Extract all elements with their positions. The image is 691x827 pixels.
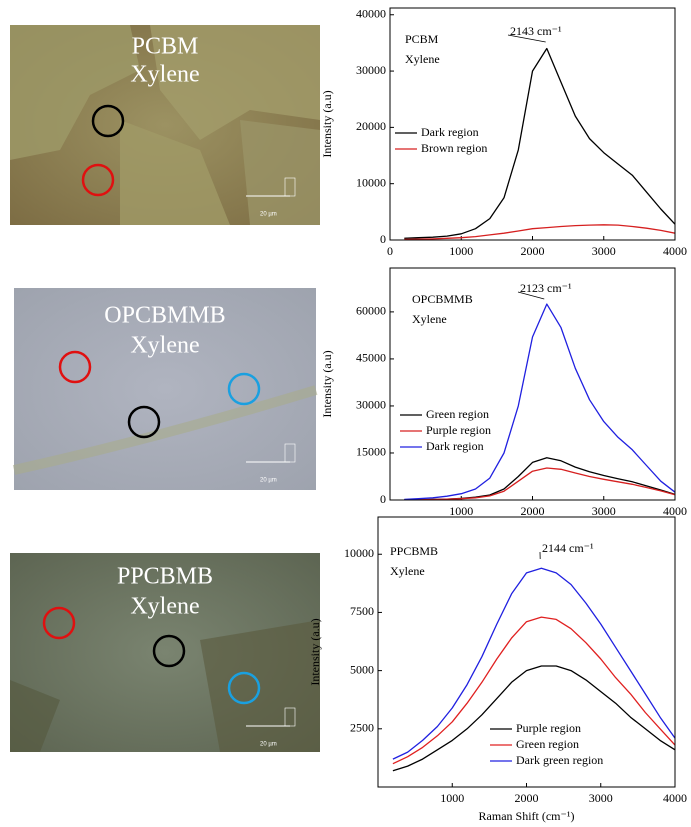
y-tick-label: 10000 — [344, 546, 374, 560]
y-axis-label: Intensity (a.u) — [308, 618, 322, 685]
y-tick-label: 7500 — [350, 604, 374, 618]
y-tick-label: 30000 — [356, 63, 386, 77]
chart-title: PCBM — [405, 32, 439, 46]
image-title: PCBM — [132, 34, 199, 60]
image-title: OPCBMMB — [104, 303, 225, 329]
x-tick-label: 1000 — [449, 504, 473, 518]
micrograph-3: 20 µm PPCBMB Xylene — [10, 553, 320, 752]
line-series — [404, 224, 676, 241]
micrograph-1: 20 µm PCBM Xylene — [10, 25, 320, 225]
chart-title: Xylene — [405, 52, 440, 66]
annotation-arrow — [517, 291, 545, 300]
plot-frame — [389, 7, 676, 241]
x-tick-label: 3000 — [589, 791, 613, 805]
x-tick-label: 4000 — [663, 244, 687, 258]
image-title: Xylene — [130, 333, 199, 359]
y-tick-label: 60000 — [356, 304, 386, 318]
x-tick-label: 4000 — [663, 791, 687, 805]
image-title: PPCBMB — [117, 564, 213, 590]
y-tick-label: 5000 — [350, 662, 374, 676]
image-title: Xylene — [130, 62, 199, 88]
y-tick-label: 0 — [380, 492, 386, 506]
y-tick-label: 2500 — [350, 721, 374, 735]
legend-label: Green region — [516, 737, 579, 751]
y-tick-label: 20000 — [356, 119, 386, 133]
legend-label: Green region — [426, 407, 489, 421]
line-series — [404, 303, 676, 501]
chart: 2500 5000 7500 10000 1000 2000 3000 4000 Purple … — [308, 516, 687, 823]
legend-label: Dark green region — [516, 753, 603, 767]
legend-label: Dark region — [421, 125, 479, 139]
image-title: Xylene — [130, 594, 199, 620]
chart-title: OPCBMMB — [412, 292, 473, 306]
scale-bar-label: 20 µm — [260, 478, 277, 484]
y-axis-label: Intensity (a.u) — [320, 90, 334, 157]
chart-title: PPCBMB — [390, 544, 438, 558]
chart-title: Xylene — [390, 564, 425, 578]
x-tick-label: 3000 — [592, 504, 616, 518]
annotation: 2123 cm⁻¹ — [520, 281, 572, 295]
line-series — [392, 567, 676, 760]
x-axis-label: Raman Shift (cm⁻¹) — [479, 809, 575, 823]
line-series — [392, 616, 676, 765]
y-axis-label: Intensity (a.u) — [320, 350, 334, 417]
micrograph-2: 20 µm OPCBMMB Xylene — [12, 288, 318, 490]
x-tick-label: 1000 — [449, 244, 473, 258]
legend-label: Brown region — [421, 141, 487, 155]
x-tick-label: 4000 — [663, 504, 687, 518]
annotation-arrow — [507, 34, 546, 43]
chart: 0 10000 20000 30000 40000 0 1000 2000 3000 4000 Da… — [320, 7, 687, 258]
x-tick-label: 1000 — [440, 791, 464, 805]
plot-frame — [377, 516, 676, 788]
legend-label: Dark region — [426, 439, 484, 453]
line-series — [404, 47, 676, 239]
x-tick-label: 3000 — [592, 244, 616, 258]
x-tick-label: 0 — [387, 244, 393, 258]
chart: 0 15000 30000 45000 60000 1000 2000 3000 4000 Gre… — [320, 267, 687, 518]
y-tick-label: 40000 — [356, 7, 386, 21]
line-series — [392, 665, 676, 772]
line-series — [404, 467, 676, 501]
y-tick-label: 45000 — [356, 351, 386, 365]
y-tick-label: 15000 — [356, 445, 386, 459]
annotation: 2143 cm⁻¹ — [510, 24, 562, 38]
scale-bar-label: 20 µm — [260, 212, 277, 218]
annotation: 2144 cm⁻¹ — [542, 541, 594, 555]
scale-bar-label: 20 µm — [260, 742, 277, 748]
y-tick-label: 0 — [380, 232, 386, 246]
y-tick-label: 30000 — [356, 398, 386, 412]
legend-label: Purple region — [426, 423, 491, 437]
legend-label: Purple region — [516, 721, 581, 735]
x-tick-label: 2000 — [515, 791, 539, 805]
x-tick-label: 2000 — [521, 244, 545, 258]
plot-frame — [389, 267, 676, 501]
line-series — [404, 457, 676, 501]
y-tick-label: 10000 — [356, 175, 386, 189]
x-tick-label: 2000 — [521, 504, 545, 518]
chart-title: Xylene — [412, 312, 447, 326]
